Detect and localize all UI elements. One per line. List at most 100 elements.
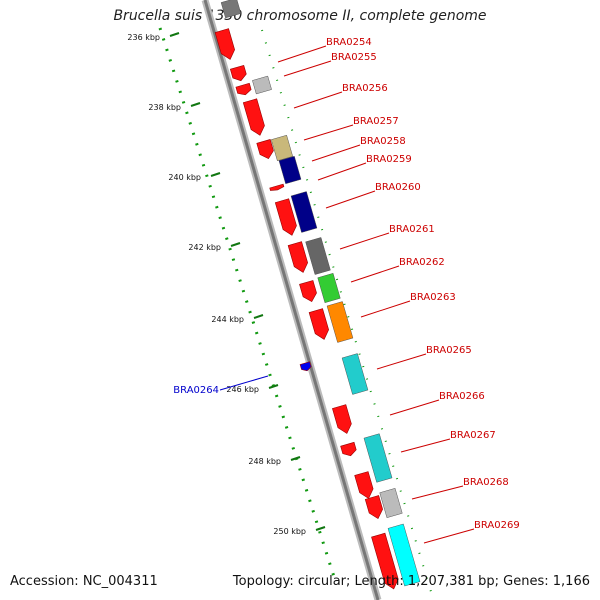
gene-block-colored	[341, 353, 369, 395]
gene-label-forward: BRA0254	[326, 37, 372, 48]
gene-leader-line	[339, 232, 390, 250]
ruler-tick	[315, 526, 326, 531]
gene-leader-line	[411, 485, 464, 500]
outer-ring	[261, 29, 433, 596]
ruler-tick	[169, 32, 180, 37]
ruler-label: 236 kbp	[127, 33, 160, 42]
gene-label-forward: BRA0265	[426, 345, 472, 356]
gene-leader-line	[293, 91, 343, 109]
cds-arrow	[214, 28, 235, 60]
cds-arrow-forward	[287, 241, 308, 273]
gene-label-forward: BRA0256	[342, 83, 388, 94]
gene-block	[379, 488, 403, 518]
gene-label-forward: BRA0258	[360, 136, 406, 147]
gene-block-colored	[271, 134, 293, 162]
cds-arrow	[256, 139, 274, 160]
backbone	[203, 0, 380, 600]
ruler-label: 244 kbp	[211, 315, 244, 324]
gene-block	[341, 353, 369, 395]
gene-block-colored	[387, 523, 421, 587]
cds-arrow-forward	[256, 139, 274, 160]
ruler-label: 246 kbp	[226, 385, 259, 394]
ruler-label: 250 kbp	[273, 527, 306, 536]
cds-arrow	[340, 441, 357, 457]
summary-text: Topology: circular; Length: 1,207,381 bp…	[232, 574, 590, 589]
ruler-tick	[268, 384, 279, 389]
gene-label-forward: BRA0268	[463, 477, 509, 488]
cds-arrow	[235, 82, 252, 96]
ruler-label: 248 kbp	[248, 457, 281, 466]
ruler-label: 240 kbp	[168, 173, 201, 182]
cds-arrow-forward	[235, 82, 252, 96]
gene-block	[271, 134, 293, 162]
cds-arrow	[269, 183, 285, 191]
gene-label-forward: BRA0259	[366, 154, 412, 165]
gene-leader-line	[311, 144, 361, 162]
accession-text: Accession: NC_004311	[10, 574, 158, 589]
ruler-tick	[253, 314, 264, 319]
cds-arrow-forward	[332, 404, 352, 434]
gene-label-forward: BRA0261	[389, 224, 435, 235]
gene-block	[317, 273, 341, 303]
cds-arrow	[229, 64, 247, 82]
cds-arrow-forward	[354, 471, 374, 499]
cds-arrow-forward	[242, 98, 265, 136]
gene-label-reverse: BRA0264	[173, 385, 219, 396]
cds-arrow	[274, 198, 297, 236]
gene-label-forward: BRA0260	[375, 182, 421, 193]
cds-arrow-reverse	[299, 361, 312, 372]
gene-block	[290, 191, 318, 233]
ruler-tick	[230, 242, 241, 247]
gene-block-colored	[252, 75, 272, 95]
gene-leader-line	[317, 162, 367, 181]
gene-block-colored	[379, 488, 403, 518]
gene-block-colored	[363, 433, 393, 483]
gene-leader-line	[277, 45, 327, 63]
gene-block	[387, 523, 421, 587]
gene-leader-line	[376, 353, 427, 370]
gene-leader-line	[325, 190, 376, 209]
gene-label-forward: BRA0257	[353, 116, 399, 127]
gene-block	[363, 433, 393, 483]
gene-leader-line	[389, 399, 440, 416]
cds-arrow	[242, 98, 265, 136]
gene-leader-line	[350, 265, 400, 283]
cds-arrow-forward	[229, 64, 247, 82]
cds-arrow	[287, 241, 308, 273]
cds-arrow	[299, 361, 312, 372]
cds-arrow-forward	[299, 280, 317, 303]
cds-arrow-forward	[214, 28, 235, 60]
gene-leader-line	[219, 375, 269, 391]
cds-arrow	[308, 308, 329, 340]
cds-arrow	[364, 495, 383, 519]
gene-block-colored	[326, 301, 354, 343]
cds-arrow	[332, 404, 352, 434]
ruler-label: 238 kbp	[148, 103, 181, 112]
gene-leader-line	[360, 300, 411, 318]
cds-arrow-forward	[269, 183, 285, 191]
gene-block	[252, 75, 272, 95]
cds-arrow	[371, 532, 399, 590]
gene-block-colored	[317, 273, 341, 303]
gene-label-forward: BRA0262	[399, 257, 445, 268]
gene-label-forward: BRA0263	[410, 292, 456, 303]
gene-block-colored	[305, 237, 331, 275]
cds-arrow-forward	[308, 308, 329, 340]
gene-label-forward: BRA0267	[450, 430, 496, 441]
ruler-tick	[290, 456, 301, 461]
gene-label-forward: BRA0269	[474, 520, 520, 531]
cds-arrow	[299, 280, 317, 303]
cds-arrow	[354, 471, 374, 499]
cds-arrow-forward	[371, 532, 399, 590]
gene-leader-line	[423, 528, 475, 544]
gene-block	[305, 237, 331, 275]
ruler-tick	[190, 102, 201, 107]
ruler-tick	[210, 172, 221, 177]
gene-block	[220, 0, 242, 19]
gene-leader-line	[400, 438, 451, 453]
gene-block	[278, 156, 302, 184]
gene-label-forward: BRA0266	[439, 391, 485, 402]
ruler-label: 242 kbp	[188, 243, 221, 252]
